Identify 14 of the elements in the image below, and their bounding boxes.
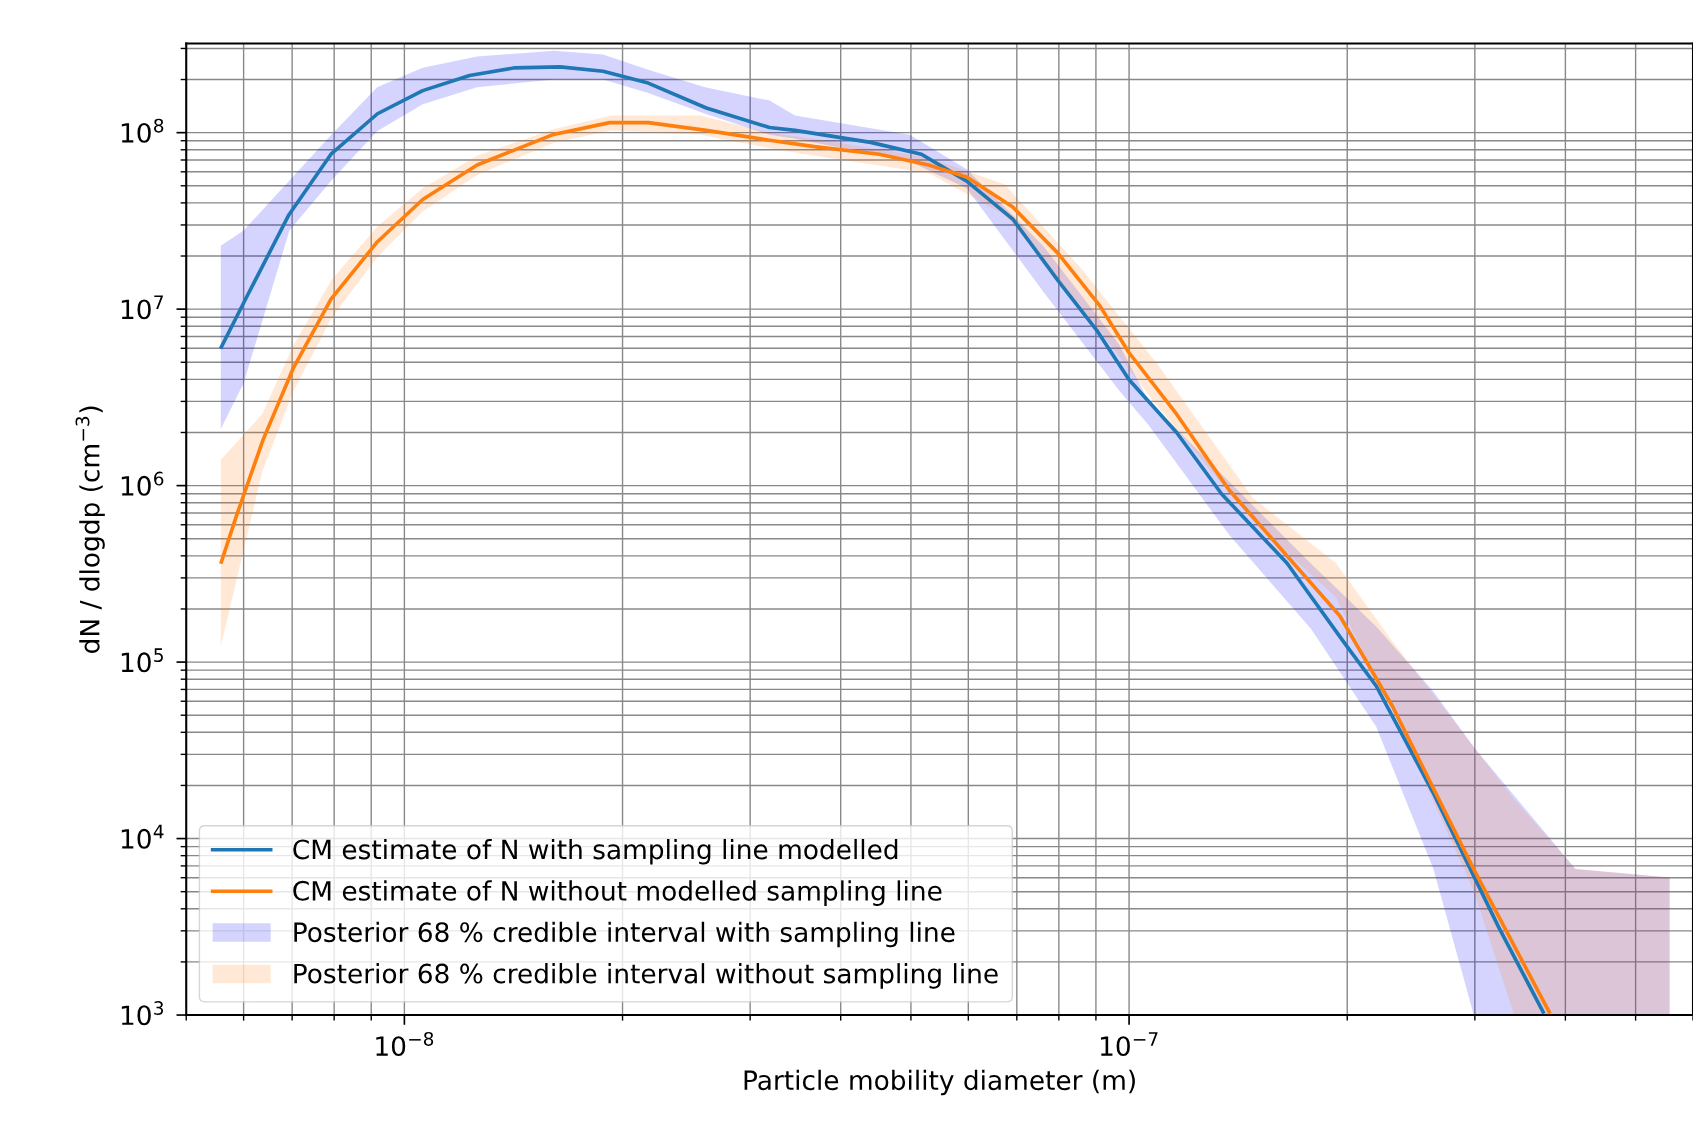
y-tick-label: 10$^{5}$ <box>121 648 163 673</box>
y-axis-title: dN / dlogdp (cm$^{−3}$) <box>75 406 105 653</box>
legend-label: Posterior 68 % credible interval with sampling line <box>294 921 955 948</box>
x-axis-title: Particle mobility diameter (m) <box>744 1069 1135 1096</box>
y-tick-label: 10$^{8}$ <box>121 118 164 143</box>
legend-label: Posterior 68 % credible interval without sampling line <box>294 963 998 989</box>
y-tick-label: 10$^{7}$ <box>121 295 163 320</box>
legend-label: CM estimate of N without modelled sampling line <box>293 880 942 906</box>
legend-label: CM estimate of N with sampling line modelled <box>293 839 898 865</box>
y-tick-label: 10$^{4}$ <box>121 824 164 849</box>
y-tick-label: 10$^{3}$ <box>121 1001 164 1026</box>
y-tick-label: 10$^{6}$ <box>121 471 164 496</box>
x-tick-label: 10$^{−7}$ <box>1100 1032 1158 1057</box>
x-tick-label: 10$^{−8}$ <box>376 1031 434 1057</box>
